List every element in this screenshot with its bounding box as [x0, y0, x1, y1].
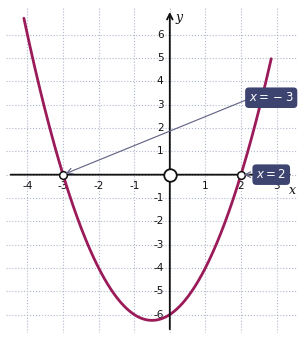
Text: 3: 3: [157, 100, 163, 110]
Text: -1: -1: [129, 181, 140, 191]
Text: $x = -3$: $x = -3$: [249, 91, 294, 104]
Text: 5: 5: [157, 53, 163, 63]
Text: 1: 1: [157, 146, 163, 156]
Text: -4: -4: [153, 263, 163, 273]
Text: 2: 2: [238, 181, 244, 191]
Text: 3: 3: [273, 181, 280, 191]
Text: 6: 6: [157, 30, 163, 40]
Text: -2: -2: [153, 216, 163, 226]
Text: 1: 1: [202, 181, 209, 191]
Text: -3: -3: [153, 240, 163, 250]
Text: x: x: [289, 184, 296, 197]
Text: $x = 2$: $x = 2$: [256, 168, 286, 181]
Text: 4: 4: [157, 76, 163, 86]
Text: -2: -2: [93, 181, 104, 191]
Text: y: y: [175, 12, 182, 24]
Text: -4: -4: [22, 181, 33, 191]
Text: -1: -1: [153, 193, 163, 203]
Text: -3: -3: [58, 181, 68, 191]
Text: 2: 2: [157, 123, 163, 133]
Text: -6: -6: [153, 309, 163, 320]
Text: -5: -5: [153, 286, 163, 296]
